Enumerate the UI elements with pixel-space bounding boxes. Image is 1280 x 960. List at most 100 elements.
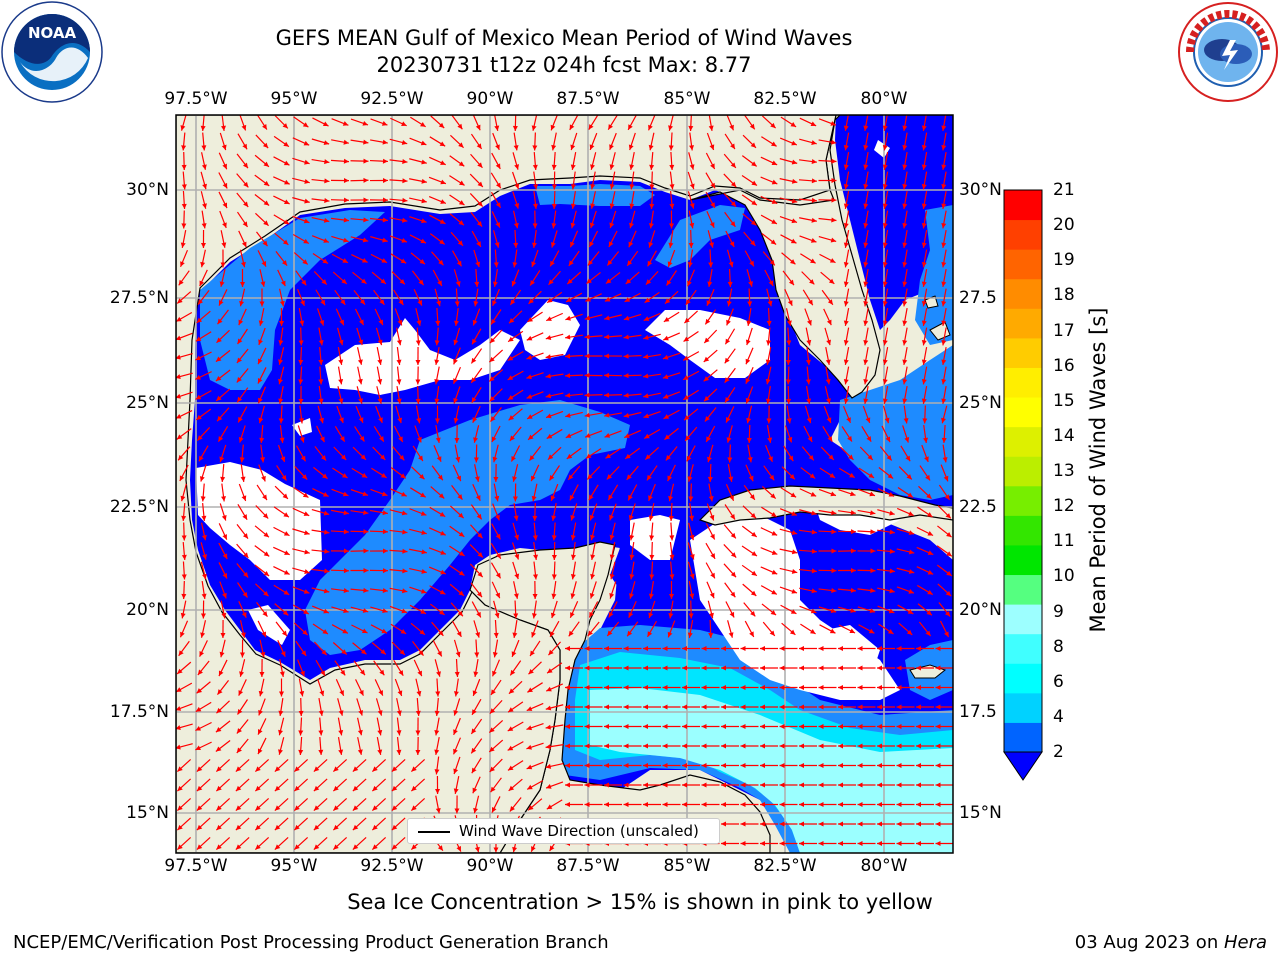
wave-arrow-head bbox=[565, 665, 570, 671]
map-tick-bottom: 97.5°W bbox=[164, 856, 228, 876]
wave-arrow-head bbox=[278, 378, 283, 385]
wave-arrow-head bbox=[495, 572, 501, 579]
wave-arrow-head bbox=[294, 785, 300, 792]
wave-arrow-head bbox=[789, 629, 796, 635]
wave-arrow-head bbox=[649, 554, 655, 560]
wave-arrow-head bbox=[318, 359, 324, 365]
wave-arrow-head bbox=[396, 398, 402, 404]
wave-arrow-head bbox=[863, 183, 869, 190]
wave-arrow-head bbox=[882, 222, 888, 229]
wave-arrow-head bbox=[863, 203, 869, 209]
wave-arrow-head bbox=[239, 671, 244, 677]
wave-arrow-head bbox=[568, 474, 574, 480]
wave-arrow-head bbox=[608, 124, 614, 130]
wave-arrow-head bbox=[902, 183, 908, 190]
wave-arrow-head bbox=[870, 529, 876, 535]
wave-arrow-head bbox=[242, 162, 248, 169]
wave-arrow-head bbox=[294, 766, 300, 772]
wave-arrow-head bbox=[877, 841, 882, 846]
wave-arrow-head bbox=[750, 240, 756, 246]
wave-arrow-head bbox=[357, 359, 363, 365]
wave-arrow-head bbox=[241, 495, 247, 501]
map-tick-left: 15°N bbox=[126, 803, 169, 823]
wave-arrow-head bbox=[532, 535, 538, 541]
wave-arrow-head bbox=[196, 766, 203, 772]
wave-arrow-head bbox=[565, 373, 571, 379]
wave-arrow-head bbox=[434, 398, 440, 404]
wave-arrow-head bbox=[399, 649, 405, 655]
wave-arrow-head bbox=[943, 475, 949, 482]
wave-arrow-head bbox=[377, 378, 383, 385]
wave-arrow-head bbox=[495, 182, 501, 189]
wave-arrow-head bbox=[786, 418, 792, 424]
wave-arrow-head bbox=[300, 670, 305, 677]
wave-arrow-head bbox=[771, 550, 778, 555]
wave-arrow-head bbox=[243, 181, 249, 188]
wave-arrow-head bbox=[458, 570, 465, 576]
wave-arrow-head bbox=[662, 665, 668, 671]
wave-arrow-head bbox=[514, 573, 520, 580]
wave-arrow-head bbox=[779, 763, 785, 768]
colorbar-segment bbox=[1004, 278, 1042, 309]
wave-arrow-head bbox=[565, 782, 570, 788]
wave-arrow-head bbox=[623, 334, 629, 340]
wave-arrow-head bbox=[303, 609, 309, 615]
wave-arrow-head bbox=[709, 222, 715, 228]
wave-arrow-head bbox=[526, 725, 533, 731]
wave-arrow-head bbox=[399, 454, 405, 461]
wave-arrow-head bbox=[908, 569, 915, 574]
wave-arrow-head bbox=[181, 203, 187, 209]
wave-arrow-head bbox=[843, 164, 849, 170]
wave-arrow-head bbox=[458, 161, 465, 167]
wave-arrow-head bbox=[604, 763, 609, 768]
wave-arrow-head bbox=[421, 178, 427, 184]
wave-arrow-head bbox=[825, 359, 831, 365]
wave-arrow-head bbox=[818, 665, 824, 671]
wave-arrow-head bbox=[472, 319, 478, 326]
wave-arrow-head bbox=[453, 729, 458, 735]
wave-arrow-head bbox=[361, 278, 367, 284]
wave-arrow-head bbox=[590, 534, 595, 541]
wave-arrow-head bbox=[526, 354, 533, 360]
wave-arrow-head bbox=[511, 455, 516, 462]
map-frame bbox=[175, 114, 954, 854]
wave-arrow-head bbox=[262, 240, 268, 247]
wave-arrow-head bbox=[453, 358, 458, 365]
wave-arrow-head bbox=[760, 782, 765, 788]
wave-arrow-head bbox=[584, 334, 590, 340]
wave-arrow-head bbox=[710, 553, 716, 559]
wave-arrow-head bbox=[313, 844, 320, 850]
wave-arrow-head bbox=[831, 529, 837, 535]
wave-arrow-head bbox=[420, 609, 426, 614]
map-tick-top: 87.5°W bbox=[556, 89, 620, 109]
wave-arrow-head bbox=[359, 299, 366, 305]
wave-arrow-head bbox=[176, 687, 182, 692]
colorbar-segment bbox=[1004, 308, 1042, 339]
wave-arrow-head bbox=[644, 297, 651, 303]
wave-arrow-head bbox=[730, 532, 736, 539]
wave-arrow-head bbox=[550, 124, 556, 131]
wave-arrow-head bbox=[280, 456, 286, 462]
wave-arrow-head bbox=[280, 651, 286, 657]
wave-arrow-head bbox=[623, 802, 629, 807]
wave-arrow-head bbox=[382, 158, 388, 164]
wave-arrow-head bbox=[608, 494, 614, 501]
wave-arrow-head bbox=[730, 201, 737, 207]
wave-arrow-head bbox=[177, 298, 183, 304]
wave-arrow-head bbox=[706, 436, 711, 442]
wave-arrow-head bbox=[321, 455, 327, 461]
wave-arrow-head bbox=[304, 549, 310, 555]
wave-arrow-head bbox=[474, 846, 480, 853]
wave-arrow-head bbox=[343, 178, 349, 184]
wave-arrow-head bbox=[609, 164, 615, 170]
wave-arrow-head bbox=[436, 300, 441, 307]
map-tick-bottom: 95°W bbox=[270, 856, 318, 876]
wave-arrow-head bbox=[709, 242, 714, 248]
wave-arrow-head bbox=[689, 554, 695, 560]
wave-arrow-head bbox=[857, 841, 863, 846]
wave-arrow-head bbox=[415, 730, 421, 736]
wave-arrow-head bbox=[584, 392, 590, 398]
wave-arrow-head bbox=[321, 279, 327, 285]
wave-arrow-head bbox=[708, 632, 714, 638]
wave-arrow-head bbox=[300, 455, 306, 462]
